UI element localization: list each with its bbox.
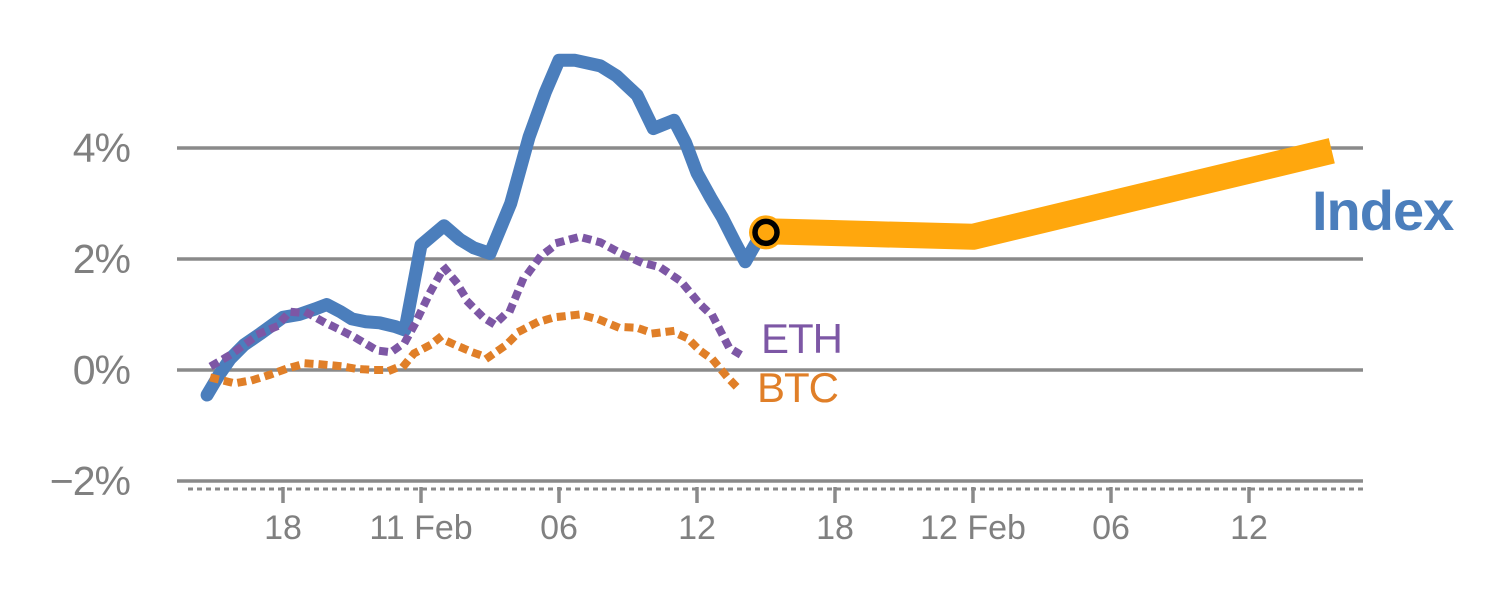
x-tick-label: 11 Feb bbox=[369, 509, 472, 547]
y-tick-label: 2% bbox=[73, 236, 130, 282]
x-tick-label: 12 bbox=[1230, 509, 1268, 547]
x-tick-label: 06 bbox=[1092, 509, 1130, 547]
series-btc-line bbox=[209, 310, 747, 397]
eth-series-label: ETH bbox=[761, 315, 843, 362]
x-tick-label: 18 bbox=[264, 509, 302, 547]
series-eth-line bbox=[208, 232, 754, 370]
series-index-forecast-line bbox=[765, 138, 1335, 250]
now-marker-ring bbox=[752, 218, 780, 247]
y-tick-label: 0% bbox=[73, 347, 130, 393]
x-tick-label: 12 bbox=[678, 509, 716, 547]
y-tick-label: −2% bbox=[50, 458, 130, 504]
x-tick-label: 18 bbox=[816, 509, 854, 547]
series-index-line bbox=[200, 53, 765, 402]
index-series-label: Index bbox=[1312, 179, 1454, 242]
btc-series-label: BTC bbox=[757, 364, 839, 411]
y-tick-label: 4% bbox=[73, 125, 130, 171]
x-tick-label: 12 Feb bbox=[920, 509, 1026, 547]
x-tick-label: 06 bbox=[540, 509, 578, 547]
